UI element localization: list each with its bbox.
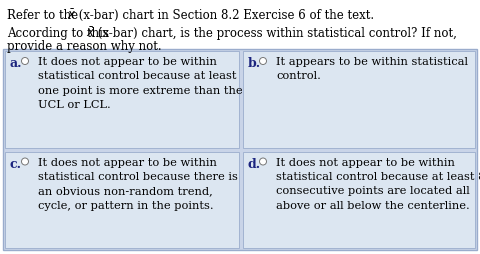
Bar (242, 51, 474, 148)
Bar (3, 49, 476, 250)
Bar (5, 51, 239, 148)
Text: c.: c. (10, 157, 22, 170)
Bar (242, 151, 474, 248)
Text: (x-bar) chart, is the process within statistical control? If not,: (x-bar) chart, is the process within sta… (94, 27, 456, 40)
Text: b.: b. (248, 57, 261, 70)
Circle shape (22, 158, 28, 165)
Text: d.: d. (248, 157, 261, 170)
Circle shape (259, 158, 266, 165)
Text: It does not appear to be within
statistical control because there is
an obvious : It does not appear to be within statisti… (38, 157, 238, 211)
Text: (x-bar) chart in Section 8.2 Exercise 6 of the text.: (x-bar) chart in Section 8.2 Exercise 6 … (75, 9, 373, 22)
Text: It appears to be within statistical
control.: It appears to be within statistical cont… (276, 57, 467, 81)
Text: Refer to the: Refer to the (7, 9, 82, 22)
Circle shape (22, 57, 28, 65)
Text: It does not appear to be within
statistical control because at least 8
consecuti: It does not appear to be within statisti… (276, 157, 480, 211)
Bar (5, 151, 239, 248)
Text: a.: a. (10, 57, 23, 70)
Text: According to this: According to this (7, 27, 112, 40)
Circle shape (259, 57, 266, 65)
Text: $\bar{x}$: $\bar{x}$ (67, 9, 76, 22)
Text: provide a reason why not.: provide a reason why not. (7, 40, 161, 53)
Text: $\bar{x}$: $\bar{x}$ (86, 27, 95, 40)
Text: It does not appear to be within
statistical control because at least
one point i: It does not appear to be within statisti… (38, 57, 242, 110)
